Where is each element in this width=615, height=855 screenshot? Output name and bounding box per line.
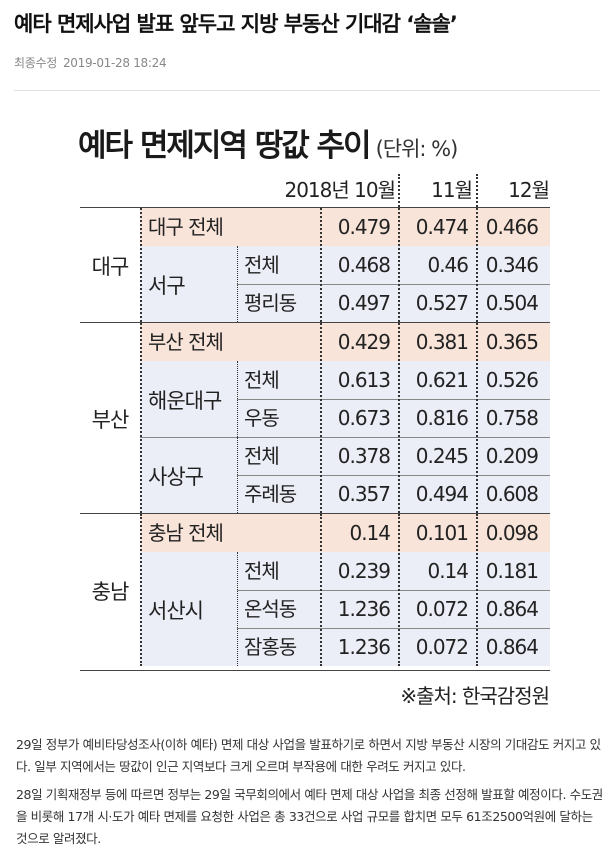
value-cell: 0.101 bbox=[415, 521, 469, 545]
table-row-total: 대구 전체 0.479 0.474 0.466 bbox=[140, 208, 550, 246]
total-label: 충남 전체 bbox=[148, 521, 224, 545]
value-cell: 0.239 bbox=[337, 559, 391, 583]
sub-area-label: 잠홍동 bbox=[244, 635, 297, 659]
table-row: 전체 0.239 0.14 0.181 bbox=[140, 552, 550, 590]
last-modified-label: 최종수정 bbox=[14, 56, 57, 70]
value-cell: 0.468 bbox=[337, 253, 391, 277]
value-cell: 0.181 bbox=[485, 559, 539, 583]
region-label: 부산 bbox=[91, 408, 130, 432]
region-label: 충남 bbox=[91, 580, 130, 604]
land-price-table: 대구 대구 전체 0.479 0.474 0.466 서구 전체 0.468 0.46 0.346… bbox=[80, 207, 550, 666]
body-paragraph: 29일 정부가 예비타당성조사(이하 예타) 면제 대상 사업을 발표하기로 하… bbox=[16, 737, 601, 774]
value-cell: 1.236 bbox=[337, 635, 391, 659]
value-cell: 0.497 bbox=[337, 291, 391, 315]
sub-area-label: 우동 bbox=[244, 406, 280, 430]
column-separator bbox=[398, 174, 400, 207]
article-headline: 예타 면제사업 발표 앞두고 지방 부동산 기대감 ‘솔솔’ bbox=[14, 12, 458, 36]
value-cell: 0.365 bbox=[485, 330, 539, 354]
sub-area-label: 전체 bbox=[244, 253, 280, 277]
value-cell: 0.474 bbox=[415, 215, 469, 239]
value-cell: 0.864 bbox=[485, 597, 539, 621]
table-row-total: 부산 전체 0.429 0.381 0.365 bbox=[140, 323, 550, 361]
value-cell: 0.864 bbox=[485, 635, 539, 659]
value-cell: 0.621 bbox=[415, 368, 469, 392]
value-cell: 0.504 bbox=[485, 291, 539, 315]
value-cell: 0.381 bbox=[415, 330, 469, 354]
value-cell: 0.072 bbox=[415, 597, 469, 621]
value-cell: 0.673 bbox=[337, 406, 391, 430]
sub-area-label: 온석동 bbox=[244, 597, 297, 621]
value-cell: 0.466 bbox=[485, 215, 539, 239]
region-group: 대구 대구 전체 0.479 0.474 0.466 서구 전체 0.468 0.46 0.346… bbox=[80, 207, 550, 322]
value-cell: 0.098 bbox=[485, 521, 539, 545]
table-row: 우동 0.673 0.816 0.758 bbox=[140, 399, 550, 437]
value-cell: 0.14 bbox=[349, 521, 391, 545]
district-block: 서산시 전체 0.239 0.14 0.181 온석동 1.236 0.072 0.864 잠홍동… bbox=[140, 552, 550, 666]
table-row: 온석동 1.236 0.072 0.864 bbox=[140, 590, 550, 628]
body-paragraph: 28일 기획재정부 등에 따르면 정부는 29일 국무회의에서 예타 면제 대상… bbox=[16, 787, 603, 846]
district-label: 사상구 bbox=[148, 465, 204, 489]
sub-area-label: 전체 bbox=[244, 444, 280, 468]
table-row: 주례동 0.357 0.494 0.608 bbox=[140, 475, 550, 513]
infographic-unit: (단위: %) bbox=[375, 137, 459, 161]
value-cell: 0.608 bbox=[485, 482, 539, 506]
district-label: 해운대구 bbox=[148, 389, 222, 413]
table-row: 전체 0.468 0.46 0.346 bbox=[140, 246, 550, 284]
article-meta: 최종수정 2019-01-28 18:24 bbox=[14, 54, 167, 71]
region-label: 대구 bbox=[91, 255, 130, 279]
timestamp: 2019-01-28 18:24 bbox=[62, 56, 167, 70]
column-separator bbox=[476, 174, 478, 207]
value-cell: 0.14 bbox=[427, 559, 469, 583]
value-cell: 0.479 bbox=[337, 215, 391, 239]
value-cell: 0.46 bbox=[427, 253, 469, 277]
table-row: 평리동 0.497 0.527 0.504 bbox=[140, 284, 550, 322]
source-note: ※출처: 한국감정원 bbox=[400, 684, 550, 708]
table-bottom-border bbox=[80, 670, 550, 671]
value-cell: 0.357 bbox=[337, 482, 391, 506]
column-header-nov: 11월 bbox=[431, 178, 473, 202]
table-row: 전체 0.613 0.621 0.526 bbox=[140, 361, 550, 399]
table-row-total: 충남 전체 0.14 0.101 0.098 bbox=[140, 514, 550, 552]
value-cell: 0.346 bbox=[485, 253, 539, 277]
header-divider bbox=[14, 90, 600, 91]
sub-area-label: 평리동 bbox=[244, 291, 297, 315]
district-label: 서구 bbox=[148, 274, 186, 298]
table-row: 전체 0.378 0.245 0.209 bbox=[140, 437, 550, 475]
value-cell: 0.816 bbox=[415, 406, 469, 430]
column-header-dec: 12월 bbox=[508, 178, 550, 202]
district-block: 해운대구 전체 0.613 0.621 0.526 우동 0.673 0.816 0.758 bbox=[140, 361, 550, 437]
district-block: 서구 전체 0.468 0.46 0.346 평리동 0.497 0.527 0.504 bbox=[140, 246, 550, 322]
region-group: 충남 충남 전체 0.14 0.101 0.098 서산시 전체 0.239 0.14 0.181… bbox=[80, 513, 550, 666]
value-cell: 0.245 bbox=[415, 444, 469, 468]
value-cell: 0.526 bbox=[485, 368, 539, 392]
value-cell: 0.758 bbox=[485, 406, 539, 430]
value-cell: 0.209 bbox=[485, 444, 539, 468]
value-cell: 0.072 bbox=[415, 635, 469, 659]
region-group: 부산 부산 전체 0.429 0.381 0.365 해운대구 전체 0.613 0.621 0.… bbox=[80, 322, 550, 513]
value-cell: 0.378 bbox=[337, 444, 391, 468]
infographic-title: 예타 면제지역 땅값 추이 (단위: %) bbox=[78, 120, 459, 165]
sub-area-label: 전체 bbox=[244, 368, 280, 392]
value-cell: 1.236 bbox=[337, 597, 391, 621]
value-cell: 0.429 bbox=[337, 330, 391, 354]
total-label: 대구 전체 bbox=[148, 215, 224, 239]
district-label: 서산시 bbox=[148, 599, 204, 623]
sub-area-label: 전체 bbox=[244, 559, 280, 583]
infographic-title-main: 예타 면제지역 땅값 추이 bbox=[78, 128, 372, 164]
table-row: 잠홍동 1.236 0.072 0.864 bbox=[140, 628, 550, 666]
district-block: 사상구 전체 0.378 0.245 0.209 주례동 0.357 0.494 0.608 bbox=[140, 437, 550, 513]
value-cell: 0.527 bbox=[415, 291, 469, 315]
total-label: 부산 전체 bbox=[148, 330, 224, 354]
column-header-oct: 2018년 10월 bbox=[284, 178, 396, 202]
value-cell: 0.613 bbox=[337, 368, 391, 392]
sub-area-label: 주례동 bbox=[244, 482, 297, 506]
value-cell: 0.494 bbox=[415, 482, 469, 506]
